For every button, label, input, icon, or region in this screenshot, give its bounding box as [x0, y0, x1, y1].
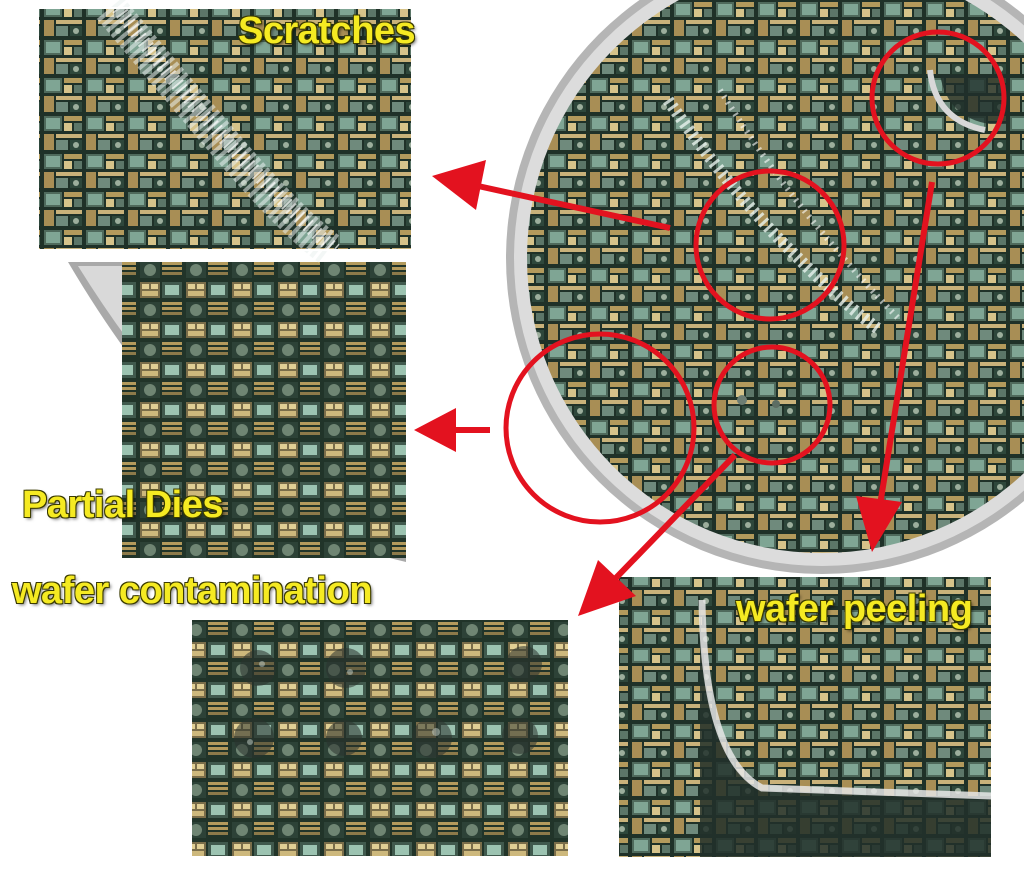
contamination-highlight-circle	[711, 344, 833, 466]
scratch-highlight-circle	[693, 168, 847, 322]
scratches-label: Scratches	[238, 10, 416, 52]
arrow-to-scratches	[432, 160, 671, 231]
wafer-overview	[506, 0, 1024, 574]
highlight-circles	[503, 29, 1007, 525]
arrow-to-contamination	[578, 452, 738, 616]
wafer-peeling-label: wafer peeling	[736, 588, 973, 630]
partial-dies-label: Partial Dies	[22, 484, 224, 526]
arrows	[414, 160, 935, 616]
wafer-peeling-panel	[617, 575, 993, 859]
peeling-highlight-circle	[869, 29, 1007, 167]
arrow-to-peeling	[856, 181, 935, 552]
wafer-contamination-label: wafer contamination	[12, 570, 373, 612]
wafer-contamination-panel	[192, 620, 568, 856]
partial-dies-panel	[68, 262, 406, 562]
arrow-to-partial-dies	[414, 408, 490, 452]
scratches-panel	[37, 0, 413, 264]
partial-die-highlight-circle	[503, 331, 697, 525]
